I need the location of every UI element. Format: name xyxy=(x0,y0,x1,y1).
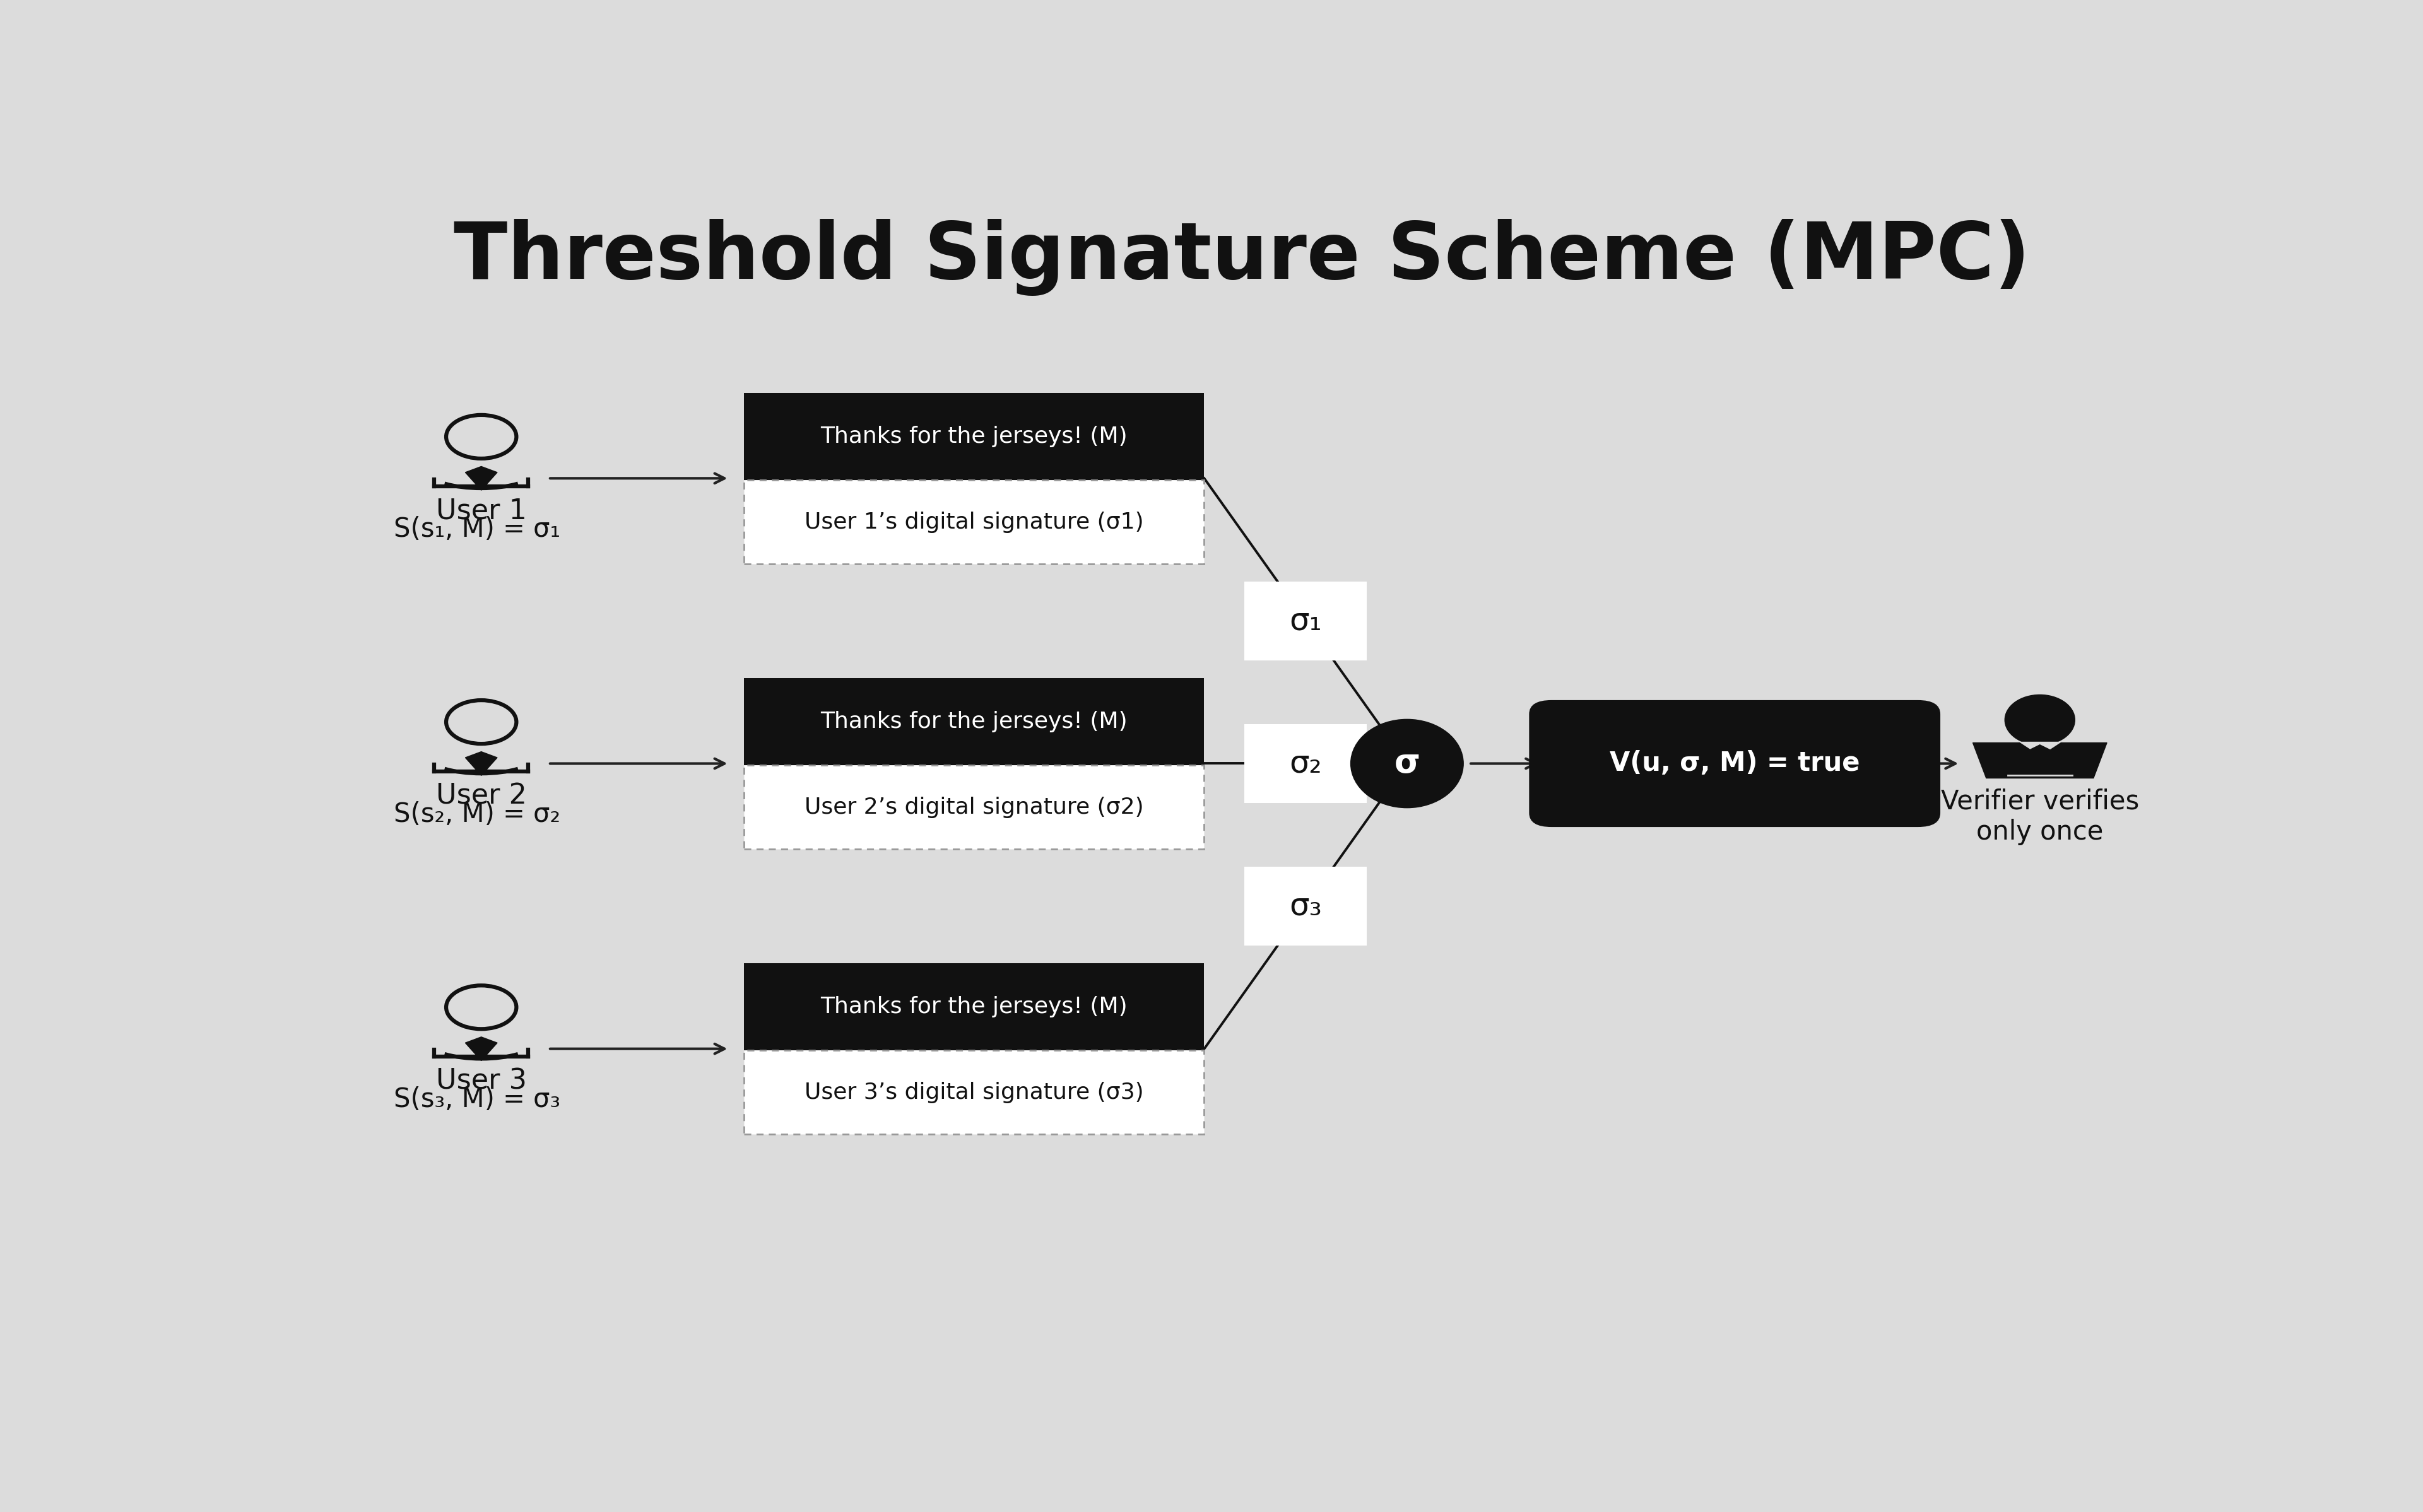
FancyBboxPatch shape xyxy=(744,765,1204,850)
FancyBboxPatch shape xyxy=(744,1051,1204,1134)
FancyBboxPatch shape xyxy=(1245,724,1367,803)
Polygon shape xyxy=(2030,745,2050,765)
FancyBboxPatch shape xyxy=(744,481,1204,564)
Polygon shape xyxy=(465,751,497,776)
FancyBboxPatch shape xyxy=(744,963,1204,1051)
Text: User 3: User 3 xyxy=(436,1067,526,1095)
Text: S(s₁, M) = σ₁: S(s₁, M) = σ₁ xyxy=(393,516,560,543)
Text: User 1’s digital signature (σ1): User 1’s digital signature (σ1) xyxy=(804,511,1144,532)
Text: V(u, σ, M) = true: V(u, σ, M) = true xyxy=(1609,750,1861,777)
Text: S(s₂, M) = σ₂: S(s₂, M) = σ₂ xyxy=(393,801,560,827)
Text: User 3’s digital signature (σ3): User 3’s digital signature (σ3) xyxy=(804,1081,1144,1104)
Polygon shape xyxy=(1972,742,2108,779)
FancyBboxPatch shape xyxy=(744,393,1204,481)
Text: S(s₃, M) = σ₃: S(s₃, M) = σ₃ xyxy=(393,1087,560,1113)
Text: σ₁: σ₁ xyxy=(1289,606,1323,637)
Text: Thanks for the jerseys! (M): Thanks for the jerseys! (M) xyxy=(821,711,1127,732)
Polygon shape xyxy=(465,466,497,490)
Text: Thanks for the jerseys! (M): Thanks for the jerseys! (M) xyxy=(821,426,1127,448)
Ellipse shape xyxy=(2004,696,2074,745)
Polygon shape xyxy=(2040,742,2060,756)
Ellipse shape xyxy=(1350,720,1463,807)
Polygon shape xyxy=(2021,742,2040,756)
Text: User 2’s digital signature (σ2): User 2’s digital signature (σ2) xyxy=(804,797,1144,818)
Text: σ₃: σ₃ xyxy=(1289,891,1323,921)
Text: σ₂: σ₂ xyxy=(1289,748,1323,779)
FancyBboxPatch shape xyxy=(1245,866,1367,947)
Text: Threshold Signature Scheme (MPC): Threshold Signature Scheme (MPC) xyxy=(453,219,2030,295)
FancyBboxPatch shape xyxy=(744,677,1204,765)
FancyBboxPatch shape xyxy=(1529,700,1941,827)
Text: User 2: User 2 xyxy=(436,782,526,809)
Text: User 1: User 1 xyxy=(436,497,526,525)
Text: Verifier verifies
only once: Verifier verifies only once xyxy=(1941,788,2140,845)
Polygon shape xyxy=(465,1037,497,1061)
Text: σ: σ xyxy=(1393,747,1420,780)
Text: Thanks for the jerseys! (M): Thanks for the jerseys! (M) xyxy=(821,996,1127,1018)
FancyBboxPatch shape xyxy=(1245,581,1367,661)
